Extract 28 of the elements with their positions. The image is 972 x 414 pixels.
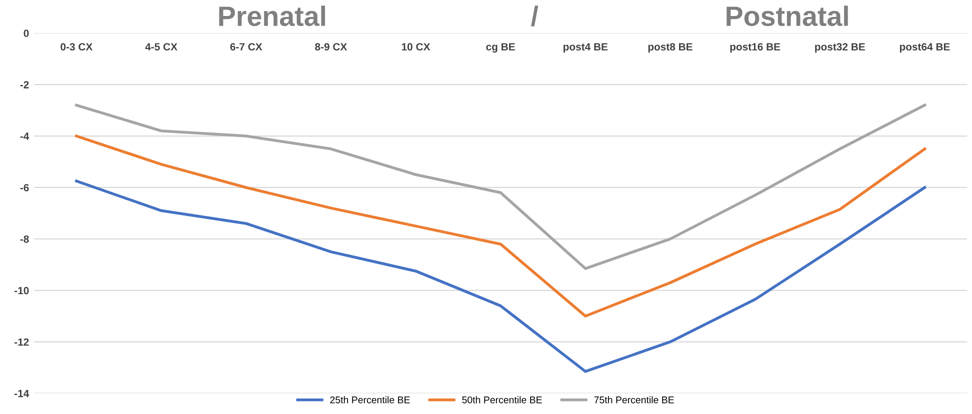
x-tick-label: post4 BE <box>564 43 608 53</box>
x-tick-label: 6-7 CX <box>230 43 262 51</box>
y-tick-label: -12 <box>14 338 29 346</box>
x-tick-label: post32 BE <box>815 43 865 53</box>
x-tick-label: cg BE <box>486 43 515 53</box>
legend-label: 75th Percentile BE <box>594 396 674 404</box>
text: Prenatal <box>219 6 326 26</box>
y-tick-label: -10 <box>14 286 29 294</box>
y-tick-label: -8 <box>20 235 29 243</box>
line-series <box>75 180 926 373</box>
y-tick-label: 0 <box>24 30 29 37</box>
line-series <box>75 134 926 318</box>
x-tick-label: 0-3 CX <box>60 43 93 51</box>
y-tick-label: -14 <box>14 390 30 398</box>
x-tick-label: post8 BE <box>648 43 692 53</box>
text: / <box>531 6 538 26</box>
x-tick-label: 10 CX <box>402 43 430 51</box>
x-tick-label: post16 BE <box>730 43 780 53</box>
x-tick-label: post64 BE <box>900 43 950 53</box>
x-tick-label: 4-5 CX <box>145 43 178 51</box>
y-tick-label: -2 <box>20 81 29 88</box>
legend-label: 50th Percentile BE <box>462 396 542 404</box>
x-tick-label: 8-9 CX <box>315 43 348 51</box>
y-tick-label: -6 <box>20 184 29 192</box>
y-tick-label: -4 <box>20 132 30 140</box>
legend-label: 25th Percentile BE <box>330 396 410 404</box>
line-series <box>75 104 926 270</box>
text: Postnatal <box>726 6 848 26</box>
